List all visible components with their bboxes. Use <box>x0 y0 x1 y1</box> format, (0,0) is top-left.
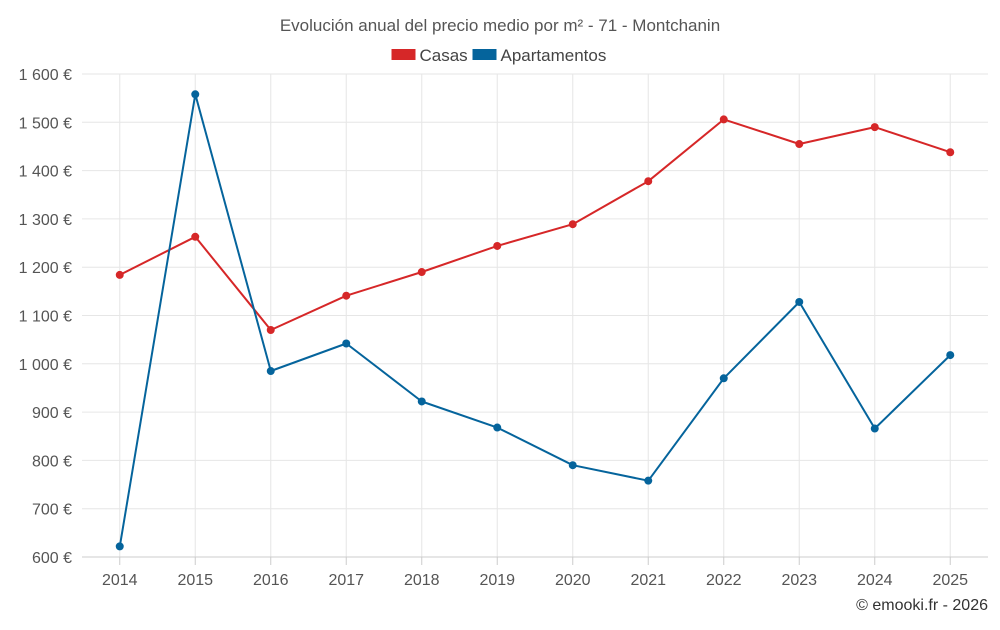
data-point-apartamentos[interactable] <box>568 461 577 470</box>
legend-swatch <box>391 49 416 60</box>
data-point-apartamentos[interactable] <box>870 424 879 433</box>
y-tick-label: 1 300 € <box>19 212 72 229</box>
data-point-casas[interactable] <box>870 123 879 132</box>
legend-label: Apartamentos <box>501 46 607 65</box>
x-tick-label: 2017 <box>328 572 364 589</box>
data-point-casas[interactable] <box>191 232 200 241</box>
x-tick-label: 2019 <box>479 572 515 589</box>
data-point-casas[interactable] <box>719 115 728 124</box>
data-point-apartamentos[interactable] <box>719 374 728 383</box>
grid <box>82 73 988 558</box>
series-line-casas <box>119 118 951 331</box>
y-tick-label: 1 200 € <box>19 260 72 277</box>
data-point-casas[interactable] <box>342 291 351 300</box>
y-tick-label: 1 500 € <box>19 115 72 132</box>
legend-item-apartamentos[interactable]: Apartamentos <box>472 46 607 65</box>
x-tick-label: 2015 <box>177 572 213 589</box>
credit-text: © emooki.fr - 2026 <box>856 597 988 614</box>
data-point-casas[interactable] <box>644 177 653 186</box>
y-tick-label: 1 600 € <box>19 67 72 84</box>
legend-label: Casas <box>420 46 468 65</box>
data-point-apartamentos[interactable] <box>115 542 124 551</box>
y-tick-label: 1 400 € <box>19 164 72 181</box>
x-tick-label: 2018 <box>404 572 440 589</box>
legend-swatch <box>472 49 497 60</box>
series-layer <box>115 90 955 551</box>
x-tick-label: 2023 <box>781 572 817 589</box>
y-tick-label: 1 100 € <box>19 309 72 326</box>
series-apartamentos <box>115 90 955 551</box>
x-tick-label: 2020 <box>555 572 591 589</box>
data-point-apartamentos[interactable] <box>266 367 275 376</box>
y-tick-label: 600 € <box>32 550 72 567</box>
y-tick-label: 1 000 € <box>19 357 72 374</box>
data-point-apartamentos[interactable] <box>342 339 351 348</box>
legend[interactable]: Casas Apartamentos <box>391 46 607 65</box>
x-tick-label: 2016 <box>253 572 289 589</box>
chart-title: Evolución anual del precio medio por m² … <box>280 16 720 35</box>
x-tick-label: 2021 <box>630 572 666 589</box>
x-tick-label: 2014 <box>102 572 138 589</box>
data-point-apartamentos[interactable] <box>644 476 653 485</box>
data-point-casas[interactable] <box>417 268 426 277</box>
data-point-casas[interactable] <box>568 220 577 229</box>
data-point-apartamentos[interactable] <box>417 397 426 406</box>
data-point-casas[interactable] <box>493 241 502 250</box>
data-point-casas[interactable] <box>115 270 124 279</box>
x-tick-label: 2022 <box>706 572 742 589</box>
data-point-casas[interactable] <box>946 148 955 157</box>
axes: 600 € 700 € 800 € 900 € 1 000 € 1 100 € 1 200 … <box>19 67 988 589</box>
x-tick-label: 2025 <box>932 572 968 589</box>
data-point-apartamentos[interactable] <box>191 90 200 99</box>
legend-item-casas[interactable]: Casas <box>391 46 468 65</box>
series-line-apartamentos <box>118 93 951 547</box>
x-tick-label: 2024 <box>857 572 893 589</box>
data-point-casas[interactable] <box>266 325 275 334</box>
data-point-apartamentos[interactable] <box>493 423 502 432</box>
data-point-apartamentos[interactable] <box>946 351 955 360</box>
y-tick-label: 700 € <box>32 502 72 519</box>
y-tick-label: 800 € <box>32 453 72 470</box>
data-point-casas[interactable] <box>795 140 804 149</box>
data-point-apartamentos[interactable] <box>795 297 804 306</box>
series-casas <box>115 115 955 334</box>
y-tick-label: 900 € <box>32 405 72 422</box>
